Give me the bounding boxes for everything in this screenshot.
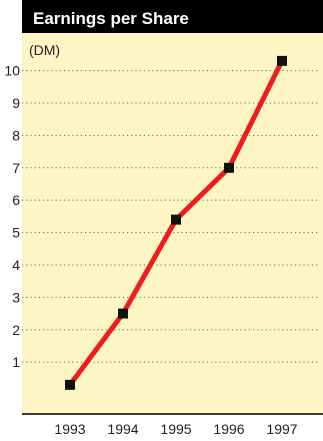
data-point xyxy=(171,214,181,225)
y-tick-label: 7 xyxy=(12,160,20,176)
plot-background xyxy=(22,0,323,414)
y-tick-labels: 1 2 3 4 5 6 7 8 9 10 xyxy=(4,63,20,371)
y-tick-label: 9 xyxy=(12,95,20,111)
series-eps xyxy=(65,55,287,390)
data-point xyxy=(277,55,287,66)
y-tick-label: 2 xyxy=(12,322,20,338)
x-tick-label: 1997 xyxy=(266,421,297,436)
y-tick-label: 3 xyxy=(12,289,20,305)
unit-label: (DM) xyxy=(29,42,60,58)
x-tick-labels: 1993 1994 1995 1996 1997 xyxy=(54,421,297,437)
y-tick-label: 8 xyxy=(12,127,20,143)
y-tick-label: 6 xyxy=(12,192,20,208)
x-tick-label: 1995 xyxy=(160,421,191,436)
chart-title: Earnings per Share xyxy=(33,9,189,28)
x-tick-label: 1993 xyxy=(54,421,85,436)
data-point xyxy=(118,308,128,319)
y-tick-label: 10 xyxy=(4,63,20,79)
y-tick-label: 1 xyxy=(12,354,20,370)
data-point xyxy=(224,162,234,173)
x-tick-label: 1994 xyxy=(107,421,138,436)
y-tick-label: 4 xyxy=(12,257,20,273)
y-tick-label: 5 xyxy=(12,225,20,241)
x-tick-label: 1996 xyxy=(213,421,244,436)
title-bar xyxy=(22,0,323,33)
data-point xyxy=(65,379,75,390)
